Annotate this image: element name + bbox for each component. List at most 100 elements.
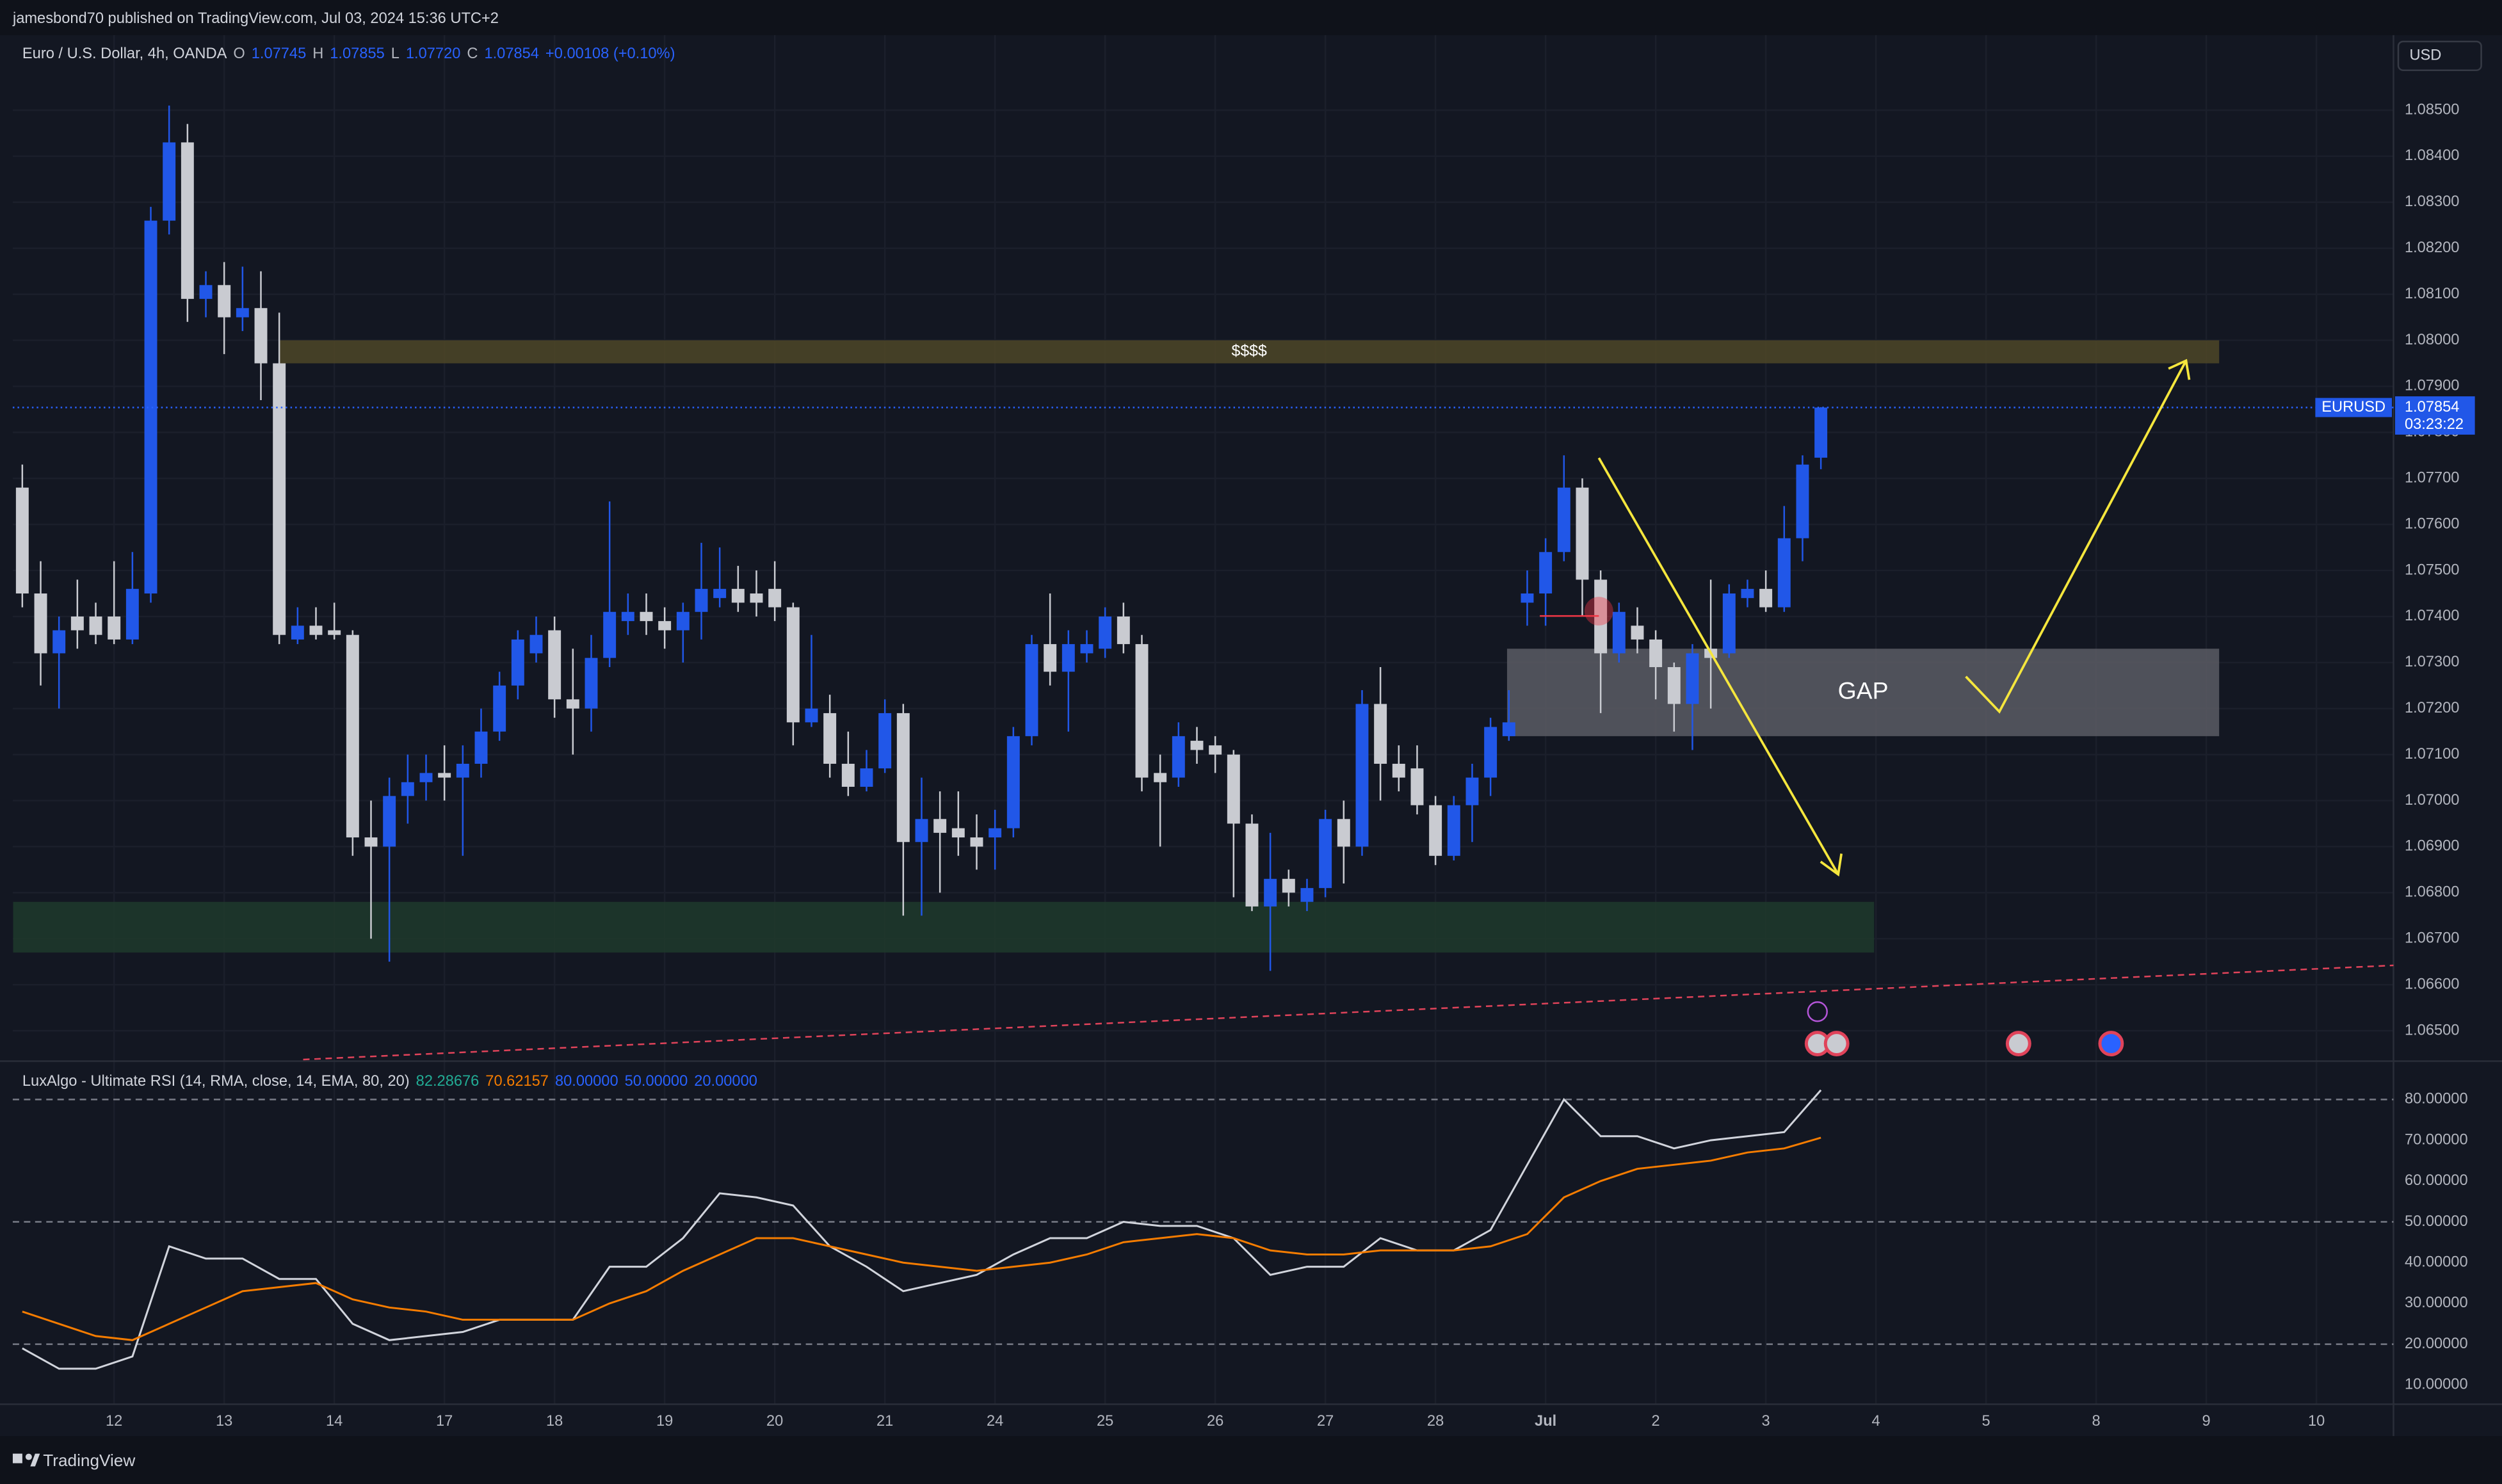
x-tick-label: Jul [1535, 1413, 1556, 1430]
candle-body [1502, 722, 1515, 736]
header-bar [0, 0, 2502, 35]
event-icon[interactable] [2098, 1031, 2124, 1056]
candle-body [823, 713, 837, 764]
candle-body [1264, 878, 1277, 907]
y-tick-label: 1.07200 [2405, 700, 2460, 716]
candle-body [1612, 611, 1626, 654]
candle-body [1447, 805, 1460, 856]
arrow-head [2168, 359, 2191, 380]
x-tick-label: 10 [2308, 1413, 2325, 1430]
currency[interactable]: USD [2409, 47, 2441, 64]
candle-body [603, 611, 617, 658]
candle-body [273, 363, 286, 635]
zone-label: $$$$ [1231, 342, 1267, 360]
candle-body [1374, 704, 1387, 764]
y-tick-label: 1.07500 [2405, 561, 2460, 578]
event-icon[interactable] [1823, 1031, 1850, 1056]
candle-body [1300, 888, 1314, 902]
candle-body [621, 611, 634, 622]
candle-body [529, 634, 543, 654]
candle-body [1025, 644, 1038, 736]
y-tick-label: 10.00000 [2405, 1376, 2468, 1393]
candle-body [1099, 616, 1112, 649]
candle-body [218, 285, 231, 318]
candle-body [456, 764, 469, 778]
y-tick-label: 1.07900 [2405, 378, 2460, 394]
candle-body [786, 607, 800, 723]
indicator-value: 20.00000 [694, 1073, 757, 1090]
candle-body [1172, 736, 1185, 778]
candle-body [474, 731, 488, 764]
indicator-title: LuxAlgo - Ultimate RSI (14, RMA, close, … [22, 1073, 410, 1090]
candle-body [1484, 727, 1497, 778]
candle-body [933, 819, 947, 833]
candle-body [1631, 625, 1644, 640]
y-tick-label: 1.07400 [2405, 608, 2460, 624]
candle-body [438, 773, 451, 778]
candle-body [640, 611, 653, 622]
candle-body [676, 611, 690, 631]
candle-body [768, 588, 782, 608]
y-tick-label: 60.00000 [2405, 1172, 2468, 1189]
candle-body [108, 616, 121, 640]
x-tick-label: 14 [326, 1413, 343, 1430]
event-icon[interactable] [1807, 1001, 1828, 1022]
candle-body [125, 588, 139, 640]
brand: TradingView [43, 1451, 135, 1470]
ohlc-key: H [312, 45, 323, 62]
x-tick-label: 21 [876, 1413, 893, 1430]
footer [0, 1436, 2502, 1484]
indicator-value: 82.28676 [416, 1073, 480, 1090]
y-tick-label: 1.07100 [2405, 746, 2460, 762]
x-tick-label: 19 [656, 1413, 673, 1430]
candle-body [1392, 764, 1405, 778]
marker [1584, 597, 1613, 626]
candle-body [896, 713, 910, 843]
candle-body [915, 819, 928, 843]
y-tick-label: 70.00000 [2405, 1131, 2468, 1148]
candle-body [989, 828, 1002, 838]
candle-body [1135, 644, 1149, 778]
price-tag [2395, 396, 2475, 435]
y-tick-label: 1.08500 [2405, 101, 2460, 118]
x-tick-label: 12 [106, 1413, 122, 1430]
y-tick-label: 20.00000 [2405, 1335, 2468, 1352]
price-change: +0.00108 (+0.10%) [545, 45, 675, 62]
y-tick-label: 1.06500 [2405, 1022, 2460, 1038]
candle-body [1355, 704, 1369, 847]
y-tick-label: 1.07600 [2405, 515, 2460, 532]
candle-body [1649, 639, 1663, 668]
candle-body [383, 796, 396, 847]
currency-button[interactable] [2397, 40, 2482, 71]
candle-body [1282, 878, 1295, 893]
event-icon[interactable] [2005, 1031, 2031, 1056]
candle-body [1796, 464, 1809, 538]
candle-body [1557, 487, 1570, 552]
trend-line [303, 964, 2394, 1061]
y-tick-label: 1.07700 [2405, 470, 2460, 487]
candle-body [1080, 644, 1094, 654]
candle-body [291, 625, 304, 640]
price-tag-label: 1.07854 [2405, 399, 2460, 415]
y-tick-label: 1.06900 [2405, 838, 2460, 855]
y-tick-label: 1.07300 [2405, 654, 2460, 670]
x-tick-label: 13 [216, 1413, 232, 1430]
candle-body [1686, 653, 1699, 704]
candle-body [15, 487, 29, 593]
candle-body [1227, 754, 1240, 824]
candle-body [199, 285, 213, 299]
candle-body [1722, 593, 1736, 654]
y-tick-label: 1.08300 [2405, 193, 2460, 210]
x-tick-label: 27 [1317, 1413, 1334, 1430]
candle-body [860, 768, 873, 787]
arrow-head [1820, 853, 1843, 877]
candle-body [1594, 579, 1608, 654]
candle-body [731, 588, 745, 603]
candle-body [254, 308, 268, 364]
candle-body [1006, 736, 1020, 828]
candle-body [1117, 616, 1130, 645]
x-tick-label: 5 [1982, 1413, 1990, 1430]
candle-body [1190, 741, 1204, 750]
brand-logo [12, 1453, 40, 1467]
